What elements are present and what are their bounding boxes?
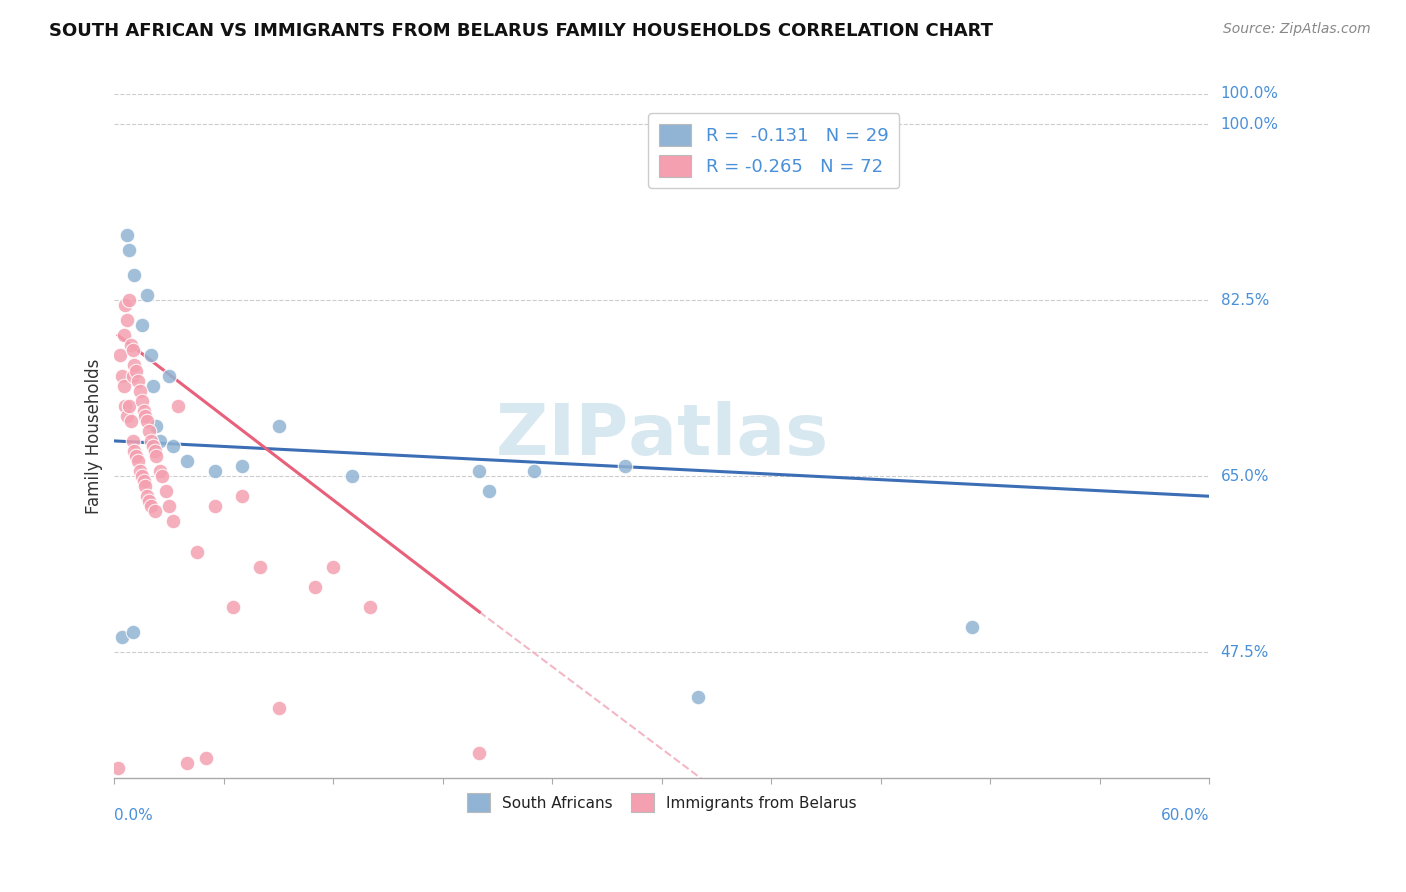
Point [143,444,166,458]
Point [129,384,152,398]
Point [523,464,546,478]
Point [142,439,165,453]
Point [124,444,146,458]
Text: 65.0%: 65.0% [1220,468,1270,483]
Point [143,504,166,518]
Point [155,484,177,499]
Point [136,288,159,302]
Point [121,625,143,640]
Point [111,368,134,383]
Text: SOUTH AFRICAN VS IMMIGRANTS FROM BELARUS FAMILY HOUSEHOLDS CORRELATION CHART: SOUTH AFRICAN VS IMMIGRANTS FROM BELARUS… [49,22,993,40]
Text: Source: ZipAtlas.com: Source: ZipAtlas.com [1223,22,1371,37]
Point [121,343,143,358]
Point [112,328,135,343]
Point [136,489,159,503]
Point [114,399,136,413]
Y-axis label: Family Households: Family Households [86,359,103,514]
Point [142,378,165,392]
Point [127,454,149,468]
Point [125,363,148,377]
Point [231,489,253,503]
Point [149,464,172,478]
Text: 100.0%: 100.0% [1220,87,1278,102]
Point [129,464,152,478]
Point [120,338,142,352]
Point [136,414,159,428]
Text: 100.0%: 100.0% [1220,117,1278,131]
Point [167,399,190,413]
Point [118,399,141,413]
Point [304,580,326,594]
Point [138,494,160,508]
Point [340,469,363,483]
Point [114,298,136,312]
Text: 0.0%: 0.0% [114,808,153,823]
Point [107,761,129,775]
Point [150,469,173,483]
Point [139,434,162,448]
Point [688,690,710,705]
Point [194,751,217,765]
Point [131,318,153,333]
Point [115,313,138,327]
Point [267,418,290,433]
Point [145,449,167,463]
Point [118,243,141,257]
Point [249,559,271,574]
Point [111,630,134,644]
Point [139,500,162,514]
Point [108,348,131,362]
Point [131,393,153,408]
Point [112,378,135,392]
Point [176,756,198,770]
Point [468,746,491,760]
Point [118,293,141,307]
Point [145,418,167,433]
Point [267,700,290,714]
Point [614,459,637,474]
Point [477,484,499,499]
Legend: South Africans, Immigrants from Belarus: South Africans, Immigrants from Belarus [461,788,863,818]
Point [115,409,138,423]
Point [162,439,184,453]
Point [120,414,142,428]
Point [134,479,156,493]
Point [121,368,143,383]
Point [468,464,491,478]
Point [231,459,253,474]
Point [162,515,184,529]
Text: ZIP​atlas: ZIP​atlas [496,401,828,470]
Point [322,559,344,574]
Point [124,268,146,282]
Point [131,469,153,483]
Point [138,424,160,438]
Text: 60.0%: 60.0% [1161,808,1209,823]
Point [204,464,226,478]
Point [132,403,155,417]
Point [149,434,172,448]
Text: 82.5%: 82.5% [1220,293,1268,308]
Point [204,500,226,514]
Point [121,434,143,448]
Point [134,409,156,423]
Point [124,359,146,373]
Point [222,599,245,614]
Text: 47.5%: 47.5% [1220,645,1268,660]
Point [127,374,149,388]
Point [157,500,180,514]
Point [132,474,155,488]
Point [960,620,983,634]
Point [359,599,381,614]
Point [186,544,208,558]
Point [125,449,148,463]
Point [176,454,198,468]
Point [115,227,138,242]
Point [157,368,180,383]
Point [139,348,162,362]
